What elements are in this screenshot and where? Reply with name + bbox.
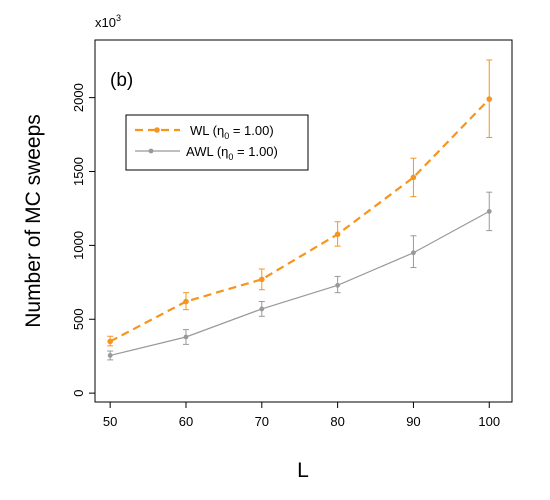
data-point-wl [486,96,493,102]
x-tick-label: 100 [478,414,500,429]
data-point-awl [335,282,341,288]
legend: WL (η0 = 1.00) AWL (η0 = 1.00) [125,114,309,171]
y-axis: 0 500 1000 1500 2000 [71,83,95,397]
series-line-awl [110,210,490,357]
plot-frame [94,39,513,403]
x-axis-title: L [297,459,309,482]
series-layer [107,59,493,361]
y-axis-title: Number of MC sweeps [22,114,45,328]
data-point-wl [410,174,417,181]
y-multiplier: x103 [95,13,121,30]
series-line-wl [109,98,491,343]
legend-label-awl: AWL (η0 = 1.00) [186,144,278,162]
data-point-awl [183,334,189,340]
data-point-wl [183,298,189,305]
data-point-wl [107,338,113,345]
data-point-awl [486,208,492,214]
x-tick-label: 80 [330,414,344,429]
y-tick-label: 2000 [71,83,86,112]
x-tick-label: 60 [179,414,193,429]
legend-box [125,114,309,171]
panel-label: (b) [110,70,133,91]
legend-label-wl: WL (η0 = 1.00) [190,123,274,141]
x-tick-label: 50 [103,414,117,429]
series-wl [107,59,493,347]
x-tick-label: 70 [255,414,269,429]
data-point-wl [259,276,265,283]
x-axis: 50 60 70 80 90 100 [103,402,500,429]
legend-marker-awl [148,148,154,154]
data-point-awl [259,306,265,312]
series-awl [107,191,493,361]
y-tick-label: 1000 [71,231,86,260]
data-point-wl [334,231,341,238]
data-point-awl [107,353,113,358]
y-tick-label: 500 [71,308,86,330]
y-tick-label: 0 [71,390,86,397]
legend-marker-wl [154,127,160,133]
data-point-awl [411,250,416,256]
x-tick-label: 90 [406,414,420,429]
y-tick-label: 1500 [71,157,86,186]
